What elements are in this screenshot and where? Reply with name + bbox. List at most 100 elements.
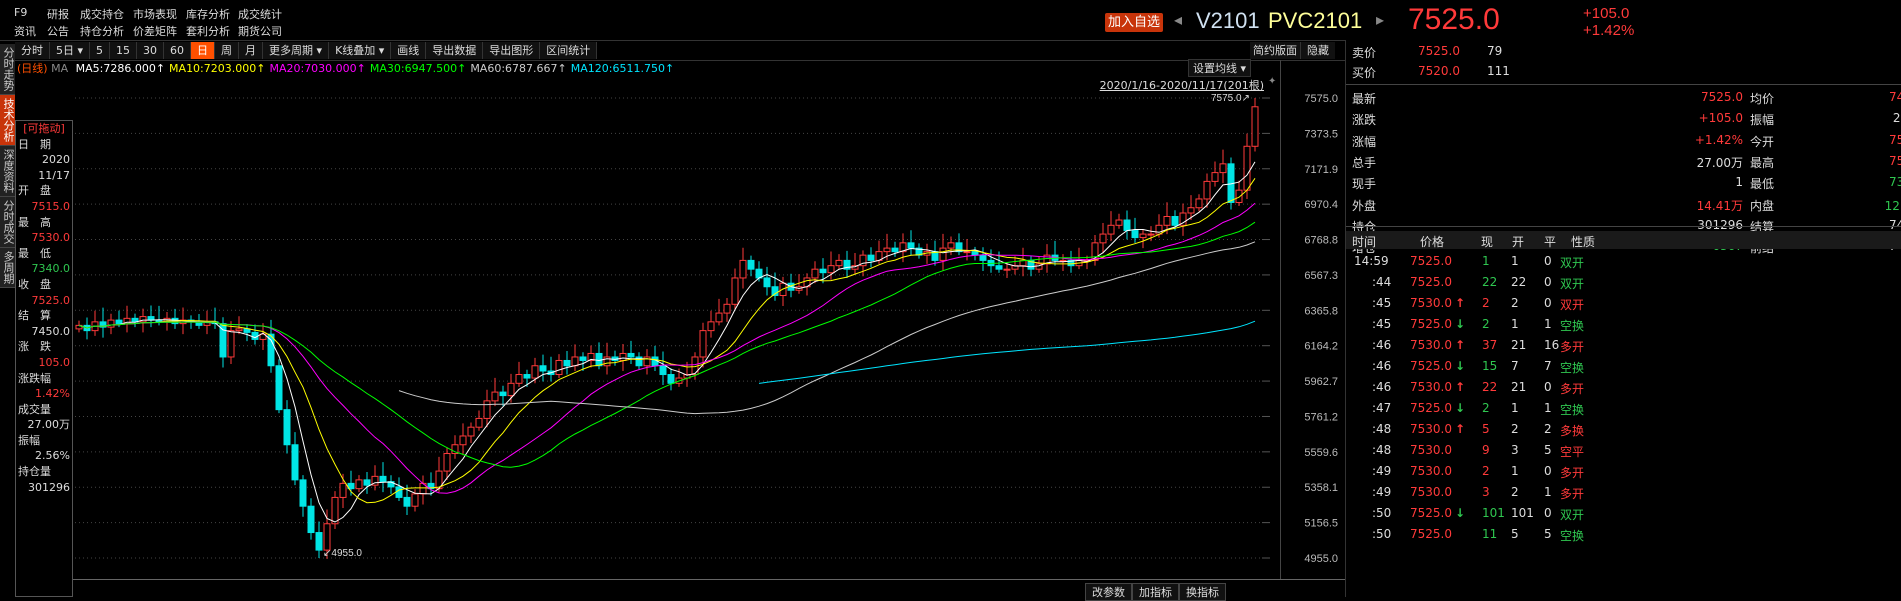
menu-item[interactable]: F9 <box>14 6 28 19</box>
tick-row: :46 7530.0 37 21 16 多开 ↑ <box>1350 335 1901 356</box>
tick-cell: 1 <box>1544 401 1552 415</box>
menu-item[interactable]: 价差矩阵 <box>133 25 177 38</box>
tick-cell: :46 <box>1372 380 1392 394</box>
menu-item[interactable]: 成交统计 <box>238 8 282 21</box>
tick-cell: :46 <box>1372 338 1392 352</box>
quote-panel <box>1345 40 1901 597</box>
price-change-pct: +1.42% <box>1583 22 1635 39</box>
tick-cell: 37 <box>1482 338 1498 352</box>
indicator-tab[interactable]: 改参数 <box>1085 583 1132 601</box>
stat-label: 振幅 <box>1750 113 1775 128</box>
candle-down <box>251 331 259 340</box>
tick-cell: 2 <box>1511 296 1519 310</box>
candle-up <box>739 259 747 279</box>
tick-cell: 1 <box>1511 317 1519 331</box>
tick-cell: 空换 <box>1560 361 1585 375</box>
stat-value: 14.41万 <box>1696 198 1743 213</box>
info-label: 最 低 <box>18 246 51 260</box>
tick-cell: 1 <box>1511 464 1519 478</box>
tick-cell: 7530.0 <box>1410 443 1452 457</box>
ma5-line <box>78 161 1256 523</box>
info-value: 7340.0 <box>31 262 71 276</box>
prev-contract-icon[interactable]: ◂ <box>1174 10 1183 29</box>
candle-up <box>331 496 339 525</box>
period-button[interactable]: 导出图形 <box>483 42 541 59</box>
candle-up <box>491 391 499 402</box>
menu-item[interactable]: 库存分析 <box>186 8 230 21</box>
side-tab[interactable]: 分时走势 <box>0 44 15 95</box>
period-button[interactable]: 日 <box>191 42 216 59</box>
period-button[interactable]: 5 <box>90 42 111 59</box>
menu-item[interactable]: 成交持仓 <box>80 8 124 21</box>
data-window[interactable]: [可拖动] 日 期 2020 11/17 开 盘 7515.0 最 高 7530.0 最 低 73… <box>15 120 73 597</box>
period-button[interactable]: 分时 <box>15 42 50 59</box>
y-tick-label: 7171.9 <box>1304 164 1338 176</box>
set-ma-button[interactable]: 设置均线 ▾ <box>1188 59 1252 77</box>
stat-label: 最新 <box>1352 92 1377 106</box>
period-button[interactable]: 导出数据 <box>426 42 484 59</box>
candle-up <box>1187 207 1195 214</box>
next-contract-icon[interactable]: ▸ <box>1376 10 1385 29</box>
tick-cell: 7525.0 <box>1410 359 1452 373</box>
candle-up <box>1243 145 1251 191</box>
period-button[interactable]: 区间统计 <box>540 42 598 59</box>
menu-item[interactable]: 研报 <box>47 8 69 21</box>
period-button[interactable]: 60 <box>164 42 192 59</box>
ma-value: MA60:6787.667↑ <box>470 62 567 75</box>
indicator-tab[interactable]: 加指标 <box>1132 583 1179 601</box>
candle-up <box>587 352 595 361</box>
tick-column-header: 平 <box>1544 235 1557 249</box>
tick-cell: 3 <box>1482 485 1490 499</box>
y-tick-label: 5358.1 <box>1304 482 1338 494</box>
candle-down <box>971 251 979 256</box>
candle-down <box>979 254 987 261</box>
period-button[interactable]: 5日 ▾ <box>50 42 91 59</box>
tick-cell: :45 <box>1372 317 1392 331</box>
period-button[interactable]: K线叠加 ▾ <box>329 42 392 59</box>
tick-cell: 22 <box>1482 275 1498 289</box>
hide-button[interactable]: 隐藏 <box>1301 42 1335 59</box>
candle-up <box>531 365 539 379</box>
candle-up <box>139 316 147 323</box>
period-button[interactable]: 30 <box>137 42 165 59</box>
side-tab[interactable]: 深度资料 <box>0 146 15 197</box>
menu-item[interactable]: 市场表现 <box>133 8 177 21</box>
period-button[interactable]: 周 <box>215 42 240 59</box>
menu-item[interactable]: 资讯 <box>14 25 36 38</box>
stat-value: 7515.0 <box>1889 132 1901 147</box>
candle-up <box>411 493 419 507</box>
tick-cell: 2 <box>1482 464 1490 478</box>
indicator-tab[interactable]: 换指标 <box>1179 583 1226 601</box>
menu-item[interactable]: 公告 <box>47 25 69 38</box>
info-value: 7450.0 <box>31 324 71 338</box>
pin-icon[interactable]: ✦ <box>1268 76 1277 87</box>
simple-layout-button[interactable]: 简约版面 <box>1250 42 1301 59</box>
tick-cell: 7525.0 <box>1410 275 1452 289</box>
side-tab[interactable]: 技术分析 <box>0 95 15 146</box>
stat-value: 7530.0 <box>1889 153 1901 168</box>
kline-chart[interactable]: 7575.0 7373.5 7171.9 6970.4 6768.8 6567.3 6365… <box>0 0 1345 597</box>
menu-item[interactable]: 套利分析 <box>186 25 230 38</box>
tick-cell: 2 <box>1511 422 1519 436</box>
ma-value: MA30:6947.500↑ <box>369 62 467 75</box>
candle-up <box>643 356 651 367</box>
tick-cell: 多开 <box>1560 466 1585 480</box>
period-button[interactable]: 月 <box>239 42 264 59</box>
tick-row: :49 7530.0 2 1 0 多开 <box>1350 461 1901 482</box>
y-tick-label: 5761.2 <box>1304 411 1338 423</box>
tick-row: :46 7530.0 22 21 0 多开 ↑ <box>1350 377 1901 398</box>
period-button[interactable]: 15 <box>110 42 138 59</box>
side-tab[interactable]: 分时成交 <box>0 197 15 248</box>
menu-item[interactable]: 期货公司 <box>238 25 282 38</box>
candle-up <box>1147 233 1155 236</box>
period-button[interactable]: 画线 <box>391 42 427 59</box>
ask-price: 7525.0 <box>1418 44 1460 58</box>
date-range-link[interactable]: 2020/1/16-2020/11/17(201根) <box>1099 79 1264 92</box>
period-button[interactable]: 更多周期 ▾ <box>263 42 330 59</box>
candle-down <box>347 482 355 490</box>
tick-cell: 7 <box>1544 359 1552 373</box>
candle-down <box>771 286 779 297</box>
side-tab[interactable]: 多周期 <box>0 248 15 288</box>
add-watchlist-button[interactable]: 加入自选 <box>1105 13 1164 32</box>
menu-item[interactable]: 持仓分析 <box>80 25 124 38</box>
